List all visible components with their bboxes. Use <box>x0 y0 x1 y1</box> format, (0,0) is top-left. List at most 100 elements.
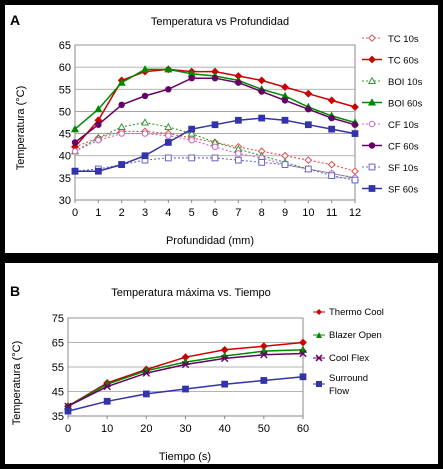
y-tick-label: 35 <box>59 173 71 185</box>
chart-b-svg: B Temperatura máxima vs. Tiempo Tiempo (… <box>10 283 384 463</box>
chart-a-svg: A Temperatura vs Profundidad Profundidad… <box>10 12 423 247</box>
x-tick-label: 30 <box>179 423 191 435</box>
legend-b-blazer-label: Blazer Open <box>329 330 382 341</box>
data-point <box>103 397 111 405</box>
legend-a-label: TC 60s <box>388 56 419 67</box>
legend-b-coolflex-label: Cool Flex <box>329 353 369 364</box>
data-point <box>164 139 172 146</box>
data-point <box>188 136 195 144</box>
data-point <box>281 151 289 160</box>
data-point <box>327 160 336 169</box>
data-point <box>281 116 289 124</box>
data-point <box>258 88 265 95</box>
data-point <box>95 136 102 144</box>
legend-a-label: CF 60s <box>388 142 419 153</box>
data-point <box>142 369 151 377</box>
data-point <box>94 104 103 113</box>
data-point <box>141 92 149 100</box>
data-point <box>164 122 173 130</box>
data-point <box>305 105 312 113</box>
data-point <box>188 74 195 82</box>
data-point <box>235 150 242 157</box>
legend-b-surround-marker <box>316 381 322 387</box>
y-tick-label: 45 <box>52 387 64 399</box>
data-point <box>257 76 266 85</box>
x-tick-label: 5 <box>189 207 195 219</box>
legend-a-label: BOI 10s <box>388 77 423 88</box>
data-point <box>351 130 359 137</box>
legend-a-marker <box>368 55 376 64</box>
y-tick-label: 65 <box>59 40 71 52</box>
data-point <box>299 338 307 347</box>
x-tick-label: 8 <box>259 207 265 219</box>
legend-b-surround-label-2: Flow <box>329 386 349 397</box>
data-point <box>211 121 219 129</box>
data-point <box>140 65 150 73</box>
data-point <box>260 377 268 384</box>
data-point <box>304 89 313 98</box>
data-point <box>188 125 196 133</box>
legend-b-surround-label-1: Surround <box>329 373 368 384</box>
chart-a-legend: TC 10s TC 60s BOI 10s BOI 60s CF 10s CF 60s SF… <box>362 34 423 196</box>
data-point <box>71 139 79 146</box>
y-tick-label: 45 <box>59 129 71 141</box>
chart-a-xlabel: Profundidad (mm) <box>166 235 254 247</box>
data-point <box>182 385 189 393</box>
data-point <box>64 407 72 415</box>
y-tick-label: 55 <box>59 84 71 96</box>
data-point <box>234 156 242 164</box>
chart-b-ylabel: Temperatura (°C) <box>11 341 23 425</box>
data-point <box>188 154 196 162</box>
data-point <box>103 382 111 391</box>
legend-a-label: BOI 60s <box>388 99 423 110</box>
data-point <box>95 121 102 128</box>
legend-a-marker <box>368 142 376 149</box>
y-tick-label: 40 <box>59 151 71 163</box>
chart-panel-a: A Temperatura vs Profundidad Profundidad… <box>5 5 438 253</box>
legend-b-thermo-marker <box>316 309 322 315</box>
legend-a-marker <box>367 98 377 106</box>
x-tick-label: 1 <box>95 207 101 219</box>
data-point <box>71 167 79 175</box>
x-tick-label: 9 <box>282 207 288 219</box>
data-point <box>328 125 336 133</box>
data-point <box>235 79 242 86</box>
chart-b-title: Temperatura máxima vs. Tiempo <box>111 287 271 299</box>
y-tick-label: 30 <box>59 195 71 207</box>
data-point <box>211 74 219 82</box>
series-line <box>67 376 304 412</box>
data-point <box>327 96 336 105</box>
chart-a-title: Temperatura vs Profundidad <box>151 16 289 28</box>
data-point <box>164 154 172 162</box>
chart-panel-b: B Temperatura máxima vs. Tiempo Tiempo (… <box>5 263 438 464</box>
data-point <box>165 86 172 93</box>
x-tick-label: 40 <box>219 423 231 435</box>
legend-a-label: SF 10s <box>388 163 418 174</box>
x-tick-label: 0 <box>72 207 78 219</box>
legend-a-label: CF 10s <box>388 120 419 131</box>
x-tick-label: 6 <box>212 207 218 219</box>
data-point <box>304 156 313 165</box>
data-point <box>304 121 312 129</box>
x-tick-label: 10 <box>302 207 314 219</box>
data-point <box>141 130 149 137</box>
data-point <box>118 101 125 109</box>
data-point <box>234 116 242 124</box>
y-tick-label: 50 <box>59 106 71 118</box>
panel-letter-b: B <box>10 283 20 299</box>
x-tick-label: 10 <box>101 423 113 435</box>
data-point <box>164 65 173 73</box>
y-tick-label: 55 <box>52 362 64 374</box>
data-point <box>118 130 125 137</box>
data-point <box>328 172 336 180</box>
data-point <box>211 143 219 151</box>
data-point <box>351 121 359 128</box>
data-point <box>260 351 268 359</box>
data-point <box>187 129 196 137</box>
y-tick-label: 75 <box>52 313 64 325</box>
data-point <box>220 354 229 363</box>
data-point <box>141 152 149 160</box>
data-point <box>281 161 289 168</box>
x-tick-label: 2 <box>119 207 125 219</box>
legend-a-marker <box>368 185 376 192</box>
